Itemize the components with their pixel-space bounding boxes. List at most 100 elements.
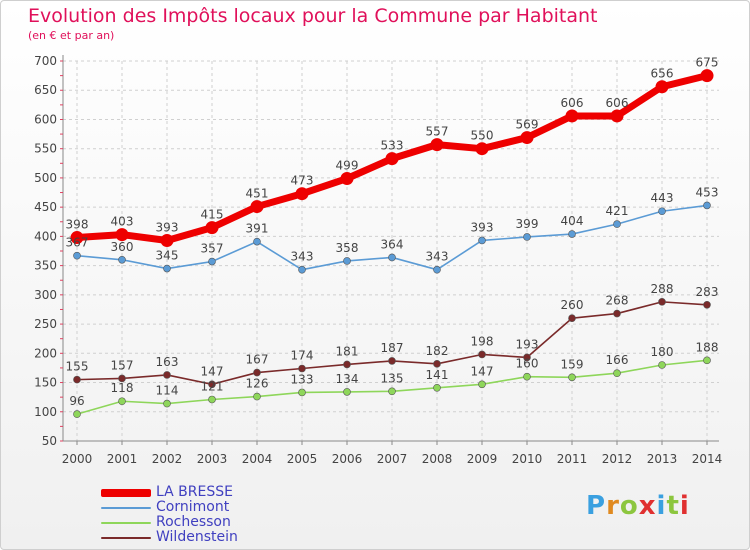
data-label: 357 bbox=[201, 242, 224, 256]
data-point bbox=[118, 397, 126, 406]
data-label: 147 bbox=[471, 364, 494, 378]
data-label: 118 bbox=[111, 381, 134, 395]
data-point bbox=[73, 375, 81, 384]
grid-lines bbox=[63, 60, 719, 442]
data-point bbox=[298, 364, 306, 373]
y-tick-label: 350 bbox=[34, 259, 57, 273]
logo-letter: t bbox=[666, 491, 680, 521]
data-point bbox=[118, 255, 126, 264]
data-point bbox=[208, 380, 216, 389]
y-tick-label: 400 bbox=[34, 229, 57, 243]
data-labels: 155 157 163 147 167 174 181 187 182 198 193 260 268 2… bbox=[66, 56, 719, 408]
data-label: 656 bbox=[651, 67, 674, 81]
data-point bbox=[613, 309, 621, 318]
data-label: 569 bbox=[516, 118, 539, 132]
x-tick-label: 2014 bbox=[692, 452, 723, 466]
data-label: 268 bbox=[606, 294, 629, 308]
data-point bbox=[295, 187, 309, 201]
x-tick-label: 2011 bbox=[557, 452, 588, 466]
x-tick-label: 2007 bbox=[377, 452, 408, 466]
data-point bbox=[658, 207, 666, 216]
data-point bbox=[433, 383, 441, 392]
data-label: 453 bbox=[696, 185, 719, 199]
data-label: 174 bbox=[291, 349, 314, 363]
logo-letter: o bbox=[619, 491, 639, 521]
logo-letter: r bbox=[606, 491, 620, 521]
data-point bbox=[160, 233, 174, 247]
data-point bbox=[568, 230, 576, 238]
y-tick-label: 550 bbox=[34, 142, 57, 156]
data-label: 393 bbox=[156, 220, 179, 234]
logo-letter: P bbox=[586, 491, 607, 521]
x-tick-label: 2005 bbox=[287, 452, 318, 466]
data-point bbox=[298, 388, 306, 397]
data-point bbox=[340, 172, 354, 186]
y-tick-label: 650 bbox=[34, 83, 57, 97]
data-point bbox=[253, 392, 261, 401]
data-point bbox=[565, 109, 579, 123]
data-label: 188 bbox=[696, 340, 719, 354]
series-lines bbox=[70, 69, 714, 418]
data-point bbox=[568, 373, 576, 382]
data-label: 134 bbox=[336, 372, 359, 386]
data-point bbox=[430, 138, 444, 152]
y-tick-label: 450 bbox=[34, 200, 57, 214]
data-label: 343 bbox=[291, 250, 314, 264]
data-point bbox=[250, 200, 264, 214]
data-label: 96 bbox=[69, 394, 84, 408]
data-point bbox=[163, 399, 171, 408]
data-point bbox=[475, 142, 489, 156]
data-label: 180 bbox=[651, 345, 674, 359]
data-label: 393 bbox=[471, 220, 494, 234]
data-point bbox=[253, 368, 261, 377]
data-point bbox=[523, 353, 531, 362]
data-point bbox=[385, 152, 399, 166]
data-label: 187 bbox=[381, 341, 404, 355]
data-point bbox=[433, 360, 441, 368]
legend-swatch bbox=[101, 489, 151, 497]
data-label: 473 bbox=[291, 174, 314, 188]
data-label: 399 bbox=[516, 217, 539, 231]
data-point bbox=[568, 314, 576, 323]
logo-letter: x bbox=[638, 491, 657, 521]
data-label: 133 bbox=[291, 372, 314, 386]
data-label: 114 bbox=[156, 384, 179, 398]
data-point bbox=[658, 361, 666, 369]
data-label: 135 bbox=[381, 371, 404, 385]
x-tick-label: 2009 bbox=[467, 452, 498, 466]
legend-swatch bbox=[101, 537, 151, 539]
x-tick-label: 2006 bbox=[332, 452, 363, 466]
data-label: 167 bbox=[246, 353, 269, 367]
data-label: 404 bbox=[561, 214, 584, 228]
data-point bbox=[70, 231, 84, 245]
data-label: 367 bbox=[66, 236, 89, 250]
data-point bbox=[523, 233, 531, 241]
data-label: 181 bbox=[336, 344, 359, 358]
x-tick-label: 2001 bbox=[107, 452, 138, 466]
x-tick-label: 2008 bbox=[422, 452, 453, 466]
data-point bbox=[343, 388, 351, 396]
proxiti-logo: Proxiti bbox=[586, 491, 690, 521]
data-point bbox=[478, 236, 486, 245]
data-point bbox=[610, 109, 624, 123]
x-tick-label: 2012 bbox=[602, 452, 633, 466]
data-point bbox=[478, 350, 486, 359]
x-tick-label: 2013 bbox=[647, 452, 678, 466]
data-label: 606 bbox=[561, 96, 584, 110]
data-point bbox=[115, 228, 129, 242]
y-tick-label: 600 bbox=[34, 112, 57, 126]
data-point bbox=[73, 410, 81, 418]
data-point bbox=[205, 221, 219, 235]
data-label: 198 bbox=[471, 334, 494, 348]
y-tick-label: 300 bbox=[34, 288, 57, 302]
data-label: 260 bbox=[561, 298, 584, 312]
data-label: 157 bbox=[111, 358, 134, 372]
data-point bbox=[163, 264, 171, 273]
y-tick-label: 200 bbox=[34, 346, 57, 360]
data-label: 533 bbox=[381, 139, 404, 153]
page-title: Evolution des Impôts locaux pour la Comm… bbox=[28, 5, 598, 27]
legend-label: Rochesson bbox=[156, 514, 231, 530]
data-point bbox=[163, 371, 171, 379]
